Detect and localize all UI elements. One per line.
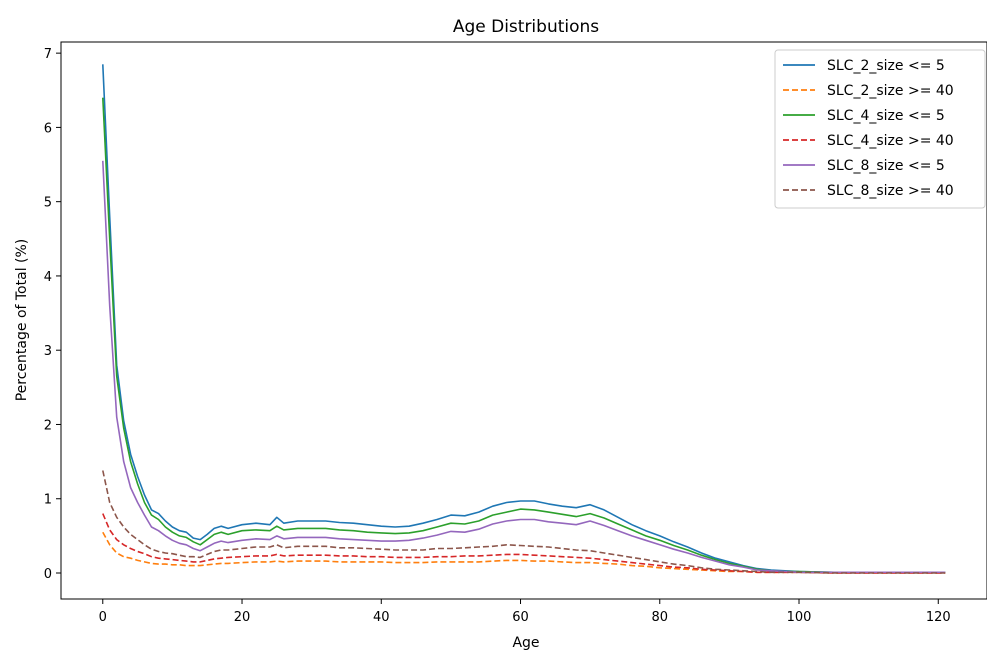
- legend: SLC_2_size <= 5 SLC_2_size >= 40 SLC_4_siz…: [774, 49, 986, 209]
- y-tick-label: 6: [44, 121, 52, 136]
- series-line-4: [102, 513, 946, 574]
- x-tick-label: 80: [651, 610, 668, 625]
- y-tick-label: 7: [44, 47, 52, 62]
- series-line-1: [102, 64, 946, 574]
- series-line-3: [102, 97, 946, 574]
- x-tick-label: 20: [234, 610, 251, 625]
- y-tick-label: 1: [44, 493, 52, 508]
- y-tick-label: 2: [44, 418, 52, 433]
- y-axis-title: Percentage of Total (%): [14, 239, 30, 402]
- plot-frame: [60, 41, 987, 600]
- y-tick-label: 0: [44, 567, 52, 582]
- legend-label: SLC_2_size >= 40: [827, 83, 954, 99]
- axes: 0 20 40 60 80 100 120 0 1 2 3 4 5 6 7: [44, 41, 987, 625]
- series-line-5: [102, 160, 946, 574]
- x-tick-label: 40: [373, 610, 390, 625]
- chart-title: Age Distributions: [453, 17, 599, 37]
- legend-frame: [774, 49, 986, 209]
- y-tick-label: 4: [44, 270, 52, 285]
- x-axis-title: Age: [512, 635, 539, 651]
- series-lines: [102, 64, 946, 574]
- legend-label: SLC_2_size <= 5: [827, 58, 945, 74]
- legend-label: SLC_8_size <= 5: [827, 158, 945, 174]
- x-tick-label: 100: [787, 610, 812, 625]
- x-tick-label: 60: [512, 610, 529, 625]
- x-tick-label: 120: [926, 610, 951, 625]
- series-line-2: [102, 531, 946, 574]
- legend-label: SLC_4_size >= 40: [827, 133, 954, 149]
- legend-label: SLC_4_size <= 5: [827, 108, 945, 124]
- x-tick-label: 0: [99, 610, 107, 625]
- y-tick-label: 5: [44, 196, 52, 211]
- legend-label: SLC_8_size >= 40: [827, 183, 954, 199]
- y-tick-label: 3: [44, 344, 52, 359]
